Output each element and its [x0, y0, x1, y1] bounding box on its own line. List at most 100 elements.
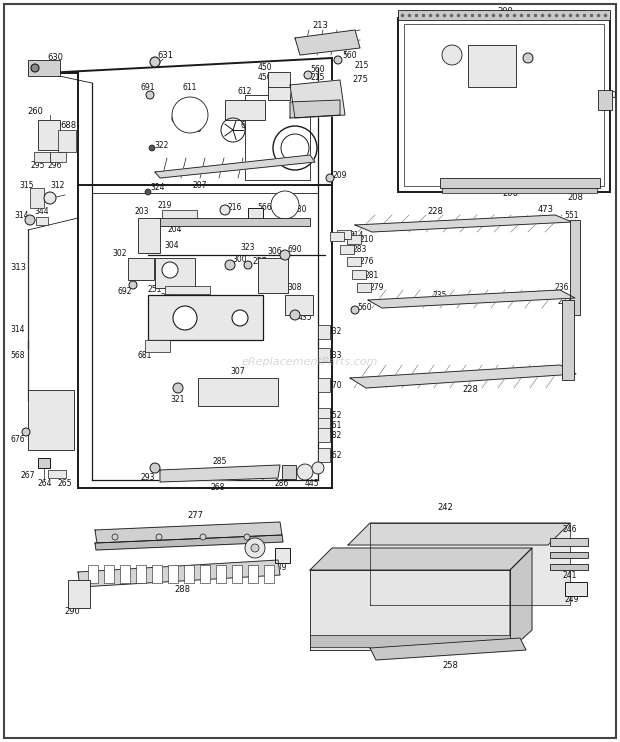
Bar — [68, 580, 90, 608]
Text: 314: 314 — [15, 211, 29, 220]
Bar — [128, 258, 154, 280]
Circle shape — [150, 463, 160, 473]
Circle shape — [244, 534, 250, 540]
Bar — [318, 448, 330, 462]
Text: 692: 692 — [118, 287, 132, 297]
Text: 300: 300 — [232, 255, 247, 264]
Text: 613: 613 — [188, 125, 202, 134]
Text: 473: 473 — [538, 206, 554, 214]
Text: 568: 568 — [11, 350, 25, 360]
Circle shape — [156, 534, 162, 540]
Text: 261: 261 — [328, 421, 342, 430]
Text: 215: 215 — [311, 73, 325, 82]
Text: 203: 203 — [135, 208, 149, 217]
Text: 267: 267 — [20, 470, 35, 479]
Bar — [136, 565, 146, 583]
Bar — [28, 390, 74, 450]
Bar — [155, 218, 310, 226]
Text: 612: 612 — [238, 88, 252, 96]
Text: 278: 278 — [251, 531, 265, 539]
Circle shape — [312, 462, 324, 474]
Bar — [50, 152, 66, 162]
Polygon shape — [310, 548, 532, 570]
Bar — [184, 565, 194, 583]
Text: 204: 204 — [168, 226, 182, 234]
Text: 690: 690 — [288, 246, 303, 255]
Text: 560: 560 — [343, 50, 357, 59]
Bar — [198, 378, 278, 406]
Text: 308: 308 — [288, 283, 303, 292]
Bar — [352, 270, 366, 279]
Polygon shape — [348, 523, 570, 545]
Polygon shape — [310, 570, 510, 650]
Text: 691: 691 — [138, 243, 153, 252]
Circle shape — [31, 64, 39, 72]
Text: 205: 205 — [458, 44, 472, 53]
Bar — [268, 72, 290, 87]
Polygon shape — [510, 548, 532, 650]
Text: 232: 232 — [328, 327, 342, 337]
Bar — [398, 18, 610, 192]
Circle shape — [232, 310, 248, 326]
Bar — [245, 95, 310, 180]
Bar — [337, 230, 351, 239]
Polygon shape — [290, 80, 345, 118]
Bar — [248, 565, 258, 583]
Text: 285: 285 — [213, 458, 227, 467]
Text: 240: 240 — [382, 643, 398, 652]
Text: 691: 691 — [141, 84, 155, 93]
Text: 266: 266 — [263, 145, 277, 154]
Text: 566: 566 — [258, 203, 272, 211]
Bar — [357, 283, 371, 292]
Text: eReplacementParts.com: eReplacementParts.com — [242, 357, 378, 367]
Circle shape — [271, 191, 299, 219]
Bar — [38, 120, 60, 150]
Bar — [310, 635, 510, 647]
Text: 615: 615 — [241, 120, 255, 130]
Text: 235: 235 — [433, 291, 447, 300]
Text: 611: 611 — [183, 84, 197, 93]
Text: 306: 306 — [268, 248, 282, 257]
Text: 237: 237 — [558, 298, 572, 306]
Circle shape — [145, 189, 151, 195]
Text: 450: 450 — [258, 62, 272, 71]
Text: 216: 216 — [228, 203, 242, 211]
Bar — [275, 548, 290, 563]
Text: 322: 322 — [155, 140, 169, 149]
Text: 228: 228 — [462, 386, 478, 395]
Bar — [404, 24, 604, 186]
Text: 630: 630 — [47, 53, 63, 62]
Circle shape — [173, 383, 183, 393]
Text: 277: 277 — [187, 511, 203, 520]
Polygon shape — [355, 215, 572, 232]
Bar — [440, 178, 600, 188]
Text: 256: 256 — [161, 294, 175, 303]
Bar — [120, 565, 130, 583]
Bar — [550, 552, 588, 558]
Bar — [104, 565, 114, 583]
Bar — [248, 208, 263, 223]
Text: 211: 211 — [343, 232, 357, 241]
Bar — [330, 232, 344, 241]
Bar — [285, 295, 313, 315]
Bar — [148, 295, 263, 340]
Text: 303: 303 — [146, 248, 161, 257]
Bar — [318, 428, 330, 442]
Text: 265: 265 — [58, 479, 73, 487]
Bar — [200, 565, 210, 583]
Circle shape — [290, 310, 300, 320]
Polygon shape — [155, 155, 315, 178]
Text: 307: 307 — [231, 367, 246, 376]
Bar — [225, 100, 265, 120]
Circle shape — [162, 262, 178, 278]
Text: 681: 681 — [138, 350, 152, 360]
Text: 260: 260 — [27, 108, 43, 116]
Circle shape — [44, 192, 56, 204]
Bar — [570, 220, 580, 315]
Bar — [216, 565, 226, 583]
Text: 214: 214 — [350, 231, 364, 240]
Text: 249: 249 — [565, 596, 579, 605]
Text: 304: 304 — [165, 240, 179, 249]
Polygon shape — [350, 365, 576, 388]
Polygon shape — [370, 638, 526, 660]
